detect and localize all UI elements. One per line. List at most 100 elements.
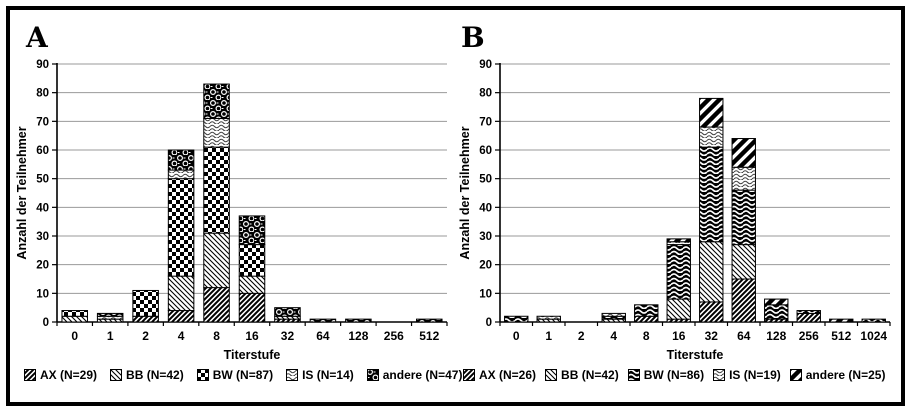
bar-segment-BW [764,304,789,320]
chart-b-plot: 0 10 20 30 40 50 60 70 80 90 0 1 2 4 8 16 32 64 128 256 512 1… [458,59,891,362]
x-axis-tick-label: 8 [213,329,220,343]
bar-segment-IS [536,315,561,320]
bar-segment-BW [796,310,821,314]
legend-swatch-andere [789,369,802,381]
legend-item: AX (N=26) [463,368,536,382]
y-axis-tick-label: 30 [36,231,49,243]
bar-segment-IS [601,312,626,317]
bar-segment-BW [634,304,659,317]
bar-segment-BB [203,232,230,289]
x-axis-tick-label: 16 [245,329,259,343]
x-axis-tick-label: 64 [737,329,751,343]
bar-segment-andere [829,318,854,323]
legend-swatch-IS [286,369,299,381]
legend-label: andere (N=25) [805,368,886,382]
y-axis-tick-label: 20 [479,260,492,272]
x-axis-tick-label: 1 [107,329,114,343]
legend-a: AX (N=29) BB (N=42) BW (N=87) IS (N=14) ande… [24,368,462,382]
bar-segment-BW [699,146,724,243]
x-axis-tick-label: 512 [831,329,851,343]
y-axis-tick-label: 80 [479,88,492,100]
bar-segment-AX [238,292,266,323]
legend-label: IS (N=14) [302,368,354,382]
bar-segment-BB [731,244,756,280]
legend-item: andere (N=25) [789,368,886,382]
bar-segment-IS [699,126,724,148]
bar-segment-BB [238,275,266,294]
legend-swatch-IS [713,369,726,381]
y-axis-tick-label: 0 [486,317,492,329]
legend-label: BW (N=87) [212,368,274,382]
x-axis-tick-label: 128 [348,329,368,343]
bar-segment-BW [666,244,691,300]
bar-segment-andere [416,318,443,323]
legend-item: BB (N=42) [110,368,184,382]
y-axis-tick-label: 20 [36,260,49,272]
bar-segment-andere [666,238,691,243]
legend-item: andere (N=47) [366,368,463,382]
bar-segment-AX [167,310,195,323]
legend-label: BB (N=42) [561,368,619,382]
legend-item: BW (N=86) [627,368,704,382]
legend-label: AX (N=29) [40,368,98,382]
bar-segment-andere [238,215,266,246]
bar-segment-BW [731,189,756,246]
y-axis-tick-label: 10 [36,288,49,300]
legend-swatch-AX [463,369,475,381]
y-axis-tick-label: 50 [36,174,49,186]
x-axis-tick-label: 2 [578,329,585,343]
y-axis-tick-label: 60 [479,145,492,157]
bar-segment-andere [699,97,724,128]
figure-border [6,6,905,406]
y-axis-tick-label: 70 [479,116,492,128]
x-axis-title: Titerstufe [224,348,281,362]
legend-label: andere (N=47) [382,368,463,382]
bar-segment-BW [203,146,230,234]
x-axis-tick-label: 64 [316,329,330,343]
panel-label-b: B [461,21,485,54]
legend-swatch-BB [545,369,558,381]
x-axis-tick-label: 2 [142,329,149,343]
x-axis-tick-label: 0 [513,329,520,343]
y-axis-tick-label: 0 [43,317,49,329]
bar-segment-BB [699,241,724,303]
bar-segment-BB [167,275,195,312]
legend-swatch-BB [110,369,123,381]
legend-item: IS (N=14) [286,368,354,382]
x-axis-tick-label: 256 [799,329,819,343]
bar-segment-IS [167,169,195,180]
chart-a-plot: 0 10 20 30 40 50 60 70 80 90 0 1 2 4 8 16 32 64 128 256 512 T… [15,59,448,362]
chart-panel-b: 0 10 20 30 40 50 60 70 80 90 0 1 2 4 8 16 32 64 128 256 512 1… [455,12,903,404]
x-axis-tick-label: 32 [705,329,719,343]
legend-item: AX (N=29) [24,368,97,382]
y-axis-tick-label: 50 [479,174,492,186]
legend-item: BW (N=87) [196,368,274,382]
legend-label: BB (N=42) [126,368,184,382]
x-axis-tick-label: 128 [766,329,786,343]
bar-segment-andere [345,318,372,323]
x-axis-tick-label: 512 [419,329,439,343]
legend-swatch-AX [24,369,36,381]
bar-segment-BW [861,318,886,323]
bar-segment-AX [634,315,659,323]
y-axis-tick-label: 30 [479,231,492,243]
bar-segment-IS [731,166,756,191]
bar-segment-andere [203,83,230,119]
y-axis-tick-label: 40 [36,202,49,214]
bar-segment-andere [274,307,301,317]
legend-swatch-BW [627,369,640,381]
legend-item: IS (N=19) [713,368,781,382]
panel-label-a: A [26,21,48,54]
bar-segment-andere [764,298,789,306]
x-axis-tick-label: 4 [178,329,185,343]
bar-segment-BB [666,298,691,320]
y-axis-tick-label: 90 [36,59,49,71]
bar-segment-andere [167,149,195,171]
bar-segment-AX [132,315,159,323]
legend-label: IS (N=19) [729,368,781,382]
legend-item: BB (N=42) [545,368,619,382]
bar-segment-BW [504,315,529,323]
x-axis-tick-label: 8 [643,329,650,343]
y-axis-tick-label: 10 [479,288,492,300]
x-axis-tick-label: 4 [610,329,617,343]
